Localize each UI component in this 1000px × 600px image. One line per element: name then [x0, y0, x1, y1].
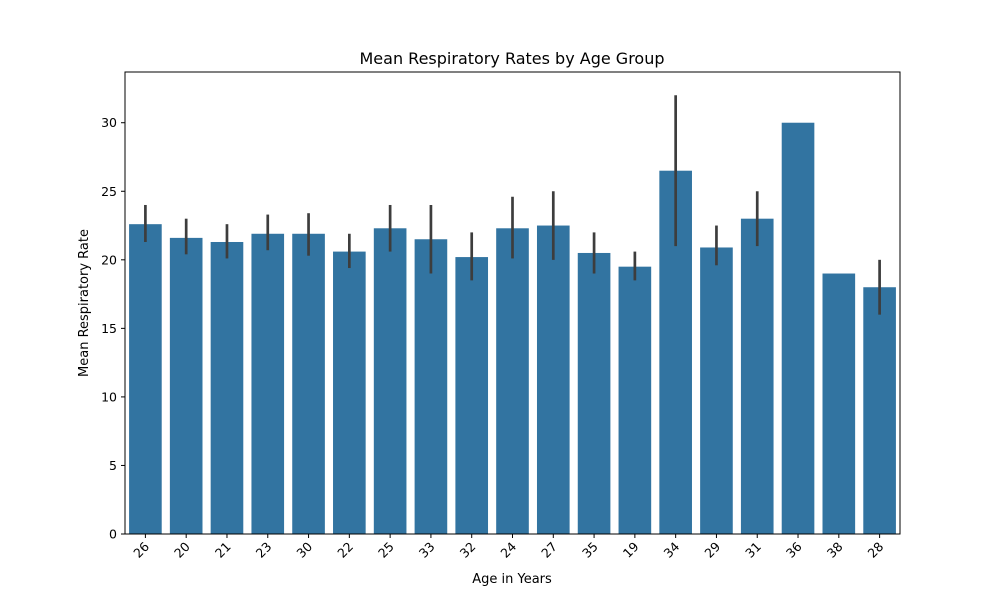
y-axis: 0 5 10 15 20 25 30 — [101, 115, 125, 542]
bar-31 — [740, 218, 774, 535]
x-tick-label-35: 35 — [579, 539, 601, 561]
bar-25 — [373, 228, 407, 535]
bar-20 — [169, 237, 203, 535]
x-tick-label-25: 25 — [375, 539, 397, 561]
y-tick-label: 25 — [101, 184, 117, 199]
bar-29 — [700, 247, 733, 535]
x-tick-label-27: 27 — [538, 539, 560, 561]
y-tick-label: 30 — [101, 115, 117, 130]
bar-35 — [577, 252, 611, 534]
x-tick-label-36: 36 — [783, 539, 805, 561]
plot-frame — [124, 71, 901, 535]
x-tick-label-34: 34 — [661, 539, 683, 561]
x-tick-label-28: 28 — [864, 539, 886, 561]
y-tick-label: 0 — [109, 527, 117, 542]
error-bars-group — [144, 95, 881, 315]
bar-38 — [822, 273, 856, 534]
x-tick-label-38: 38 — [824, 539, 846, 561]
x-tick-label-26: 26 — [130, 539, 152, 561]
bars-group — [129, 122, 896, 535]
x-tick-label-33: 33 — [416, 539, 438, 561]
x-tick-label-19: 19 — [620, 539, 642, 561]
y-tick-label: 10 — [101, 389, 117, 404]
bar-23 — [251, 233, 285, 534]
bar-28 — [863, 287, 896, 534]
x-tick-label-20: 20 — [171, 539, 193, 561]
bar-27 — [536, 225, 570, 534]
bar-19 — [618, 266, 652, 534]
x-tick-label-30: 30 — [293, 539, 315, 561]
bar-26 — [129, 224, 162, 534]
bar-33 — [414, 239, 448, 534]
bar-22 — [333, 251, 366, 534]
bar-30 — [292, 233, 325, 534]
y-tick-label: 15 — [101, 321, 117, 336]
y-axis-label: Mean Respiratory Rate — [77, 229, 92, 377]
x-tick-label-23: 23 — [253, 539, 275, 561]
y-tick-label: 20 — [101, 252, 117, 267]
bar-32 — [455, 257, 489, 534]
bar-36 — [781, 122, 815, 535]
bar-24 — [496, 228, 529, 535]
x-axis: 26 20 21 23 30 22 25 33 32 24 27 35 19 34 29 31 36 38 28 — [130, 534, 886, 561]
x-tick-label-32: 32 — [457, 539, 479, 561]
y-tick-label: 5 — [109, 458, 117, 473]
x-tick-label-29: 29 — [701, 539, 723, 561]
bar-21 — [210, 241, 244, 534]
x-tick-label-24: 24 — [497, 539, 519, 561]
x-tick-label-22: 22 — [334, 539, 356, 561]
x-tick-label-21: 21 — [212, 539, 234, 561]
x-axis-label: Age in Years — [472, 572, 552, 587]
chart-title: Mean Respiratory Rates by Age Group — [360, 49, 665, 68]
x-tick-label-31: 31 — [742, 539, 764, 561]
